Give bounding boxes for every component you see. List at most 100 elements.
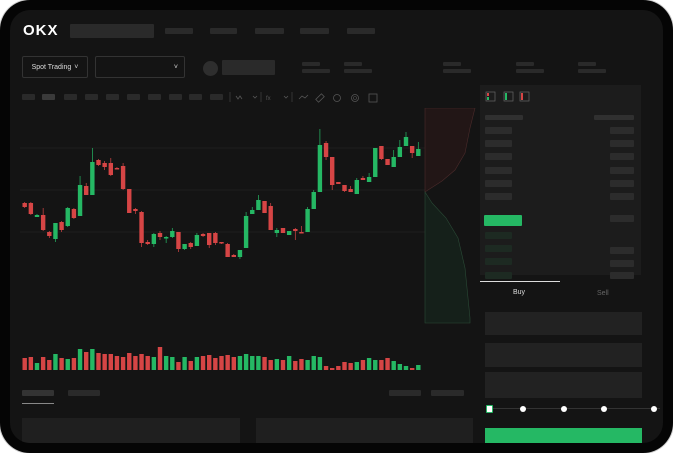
volume-bar	[348, 363, 353, 370]
candle	[102, 161, 107, 170]
timeframe-button[interactable]	[85, 94, 98, 100]
volume-bar	[47, 360, 52, 370]
timeframe-button[interactable]	[189, 94, 202, 100]
app-screen: OKX Spot Trading ˅ ˅ fx	[10, 10, 663, 443]
candle	[71, 208, 77, 219]
orderbook-asks-icon[interactable]	[519, 91, 530, 102]
candle-body	[256, 200, 261, 210]
slider-handle[interactable]	[486, 405, 493, 413]
candle	[219, 242, 224, 244]
candle	[317, 129, 323, 192]
nav-item[interactable]	[347, 28, 375, 34]
candle-body	[194, 235, 200, 246]
slider-step-75[interactable]	[601, 406, 607, 412]
indicator-icon[interactable]	[235, 95, 243, 100]
timeframe-button[interactable]	[22, 94, 35, 100]
volume-bar	[403, 366, 409, 370]
slider-step-50[interactable]	[561, 406, 567, 412]
search-bar[interactable]	[70, 24, 154, 38]
candle	[151, 233, 157, 247]
candle-body	[286, 231, 292, 235]
volume-bar	[188, 361, 193, 370]
slider-track[interactable]	[490, 408, 660, 409]
nav-item[interactable]	[255, 28, 284, 34]
stat-value	[302, 69, 330, 73]
volume-bar	[120, 357, 126, 370]
timeframe-button[interactable]	[148, 94, 161, 100]
nav-item[interactable]	[165, 28, 193, 34]
ask-price	[485, 193, 512, 200]
chevron-down-icon[interactable]	[283, 95, 289, 99]
candle	[409, 146, 415, 158]
pair-select[interactable]: ˅	[95, 56, 185, 78]
tab-open-orders[interactable]	[22, 390, 54, 396]
candle-body	[416, 149, 421, 156]
candle	[225, 243, 230, 257]
depth-chart	[424, 108, 476, 324]
camera-icon[interactable]	[333, 94, 341, 102]
candle-body	[385, 159, 390, 165]
candle	[47, 231, 52, 238]
slider-step-25[interactable]	[520, 406, 526, 412]
timeframe-button[interactable]	[127, 94, 140, 100]
timeframe-button[interactable]	[169, 94, 182, 100]
chevron-down-icon[interactable]	[252, 95, 258, 99]
tab-underline	[22, 403, 54, 404]
candle	[84, 183, 89, 195]
candle-body	[360, 178, 366, 180]
nav-item[interactable]	[210, 28, 237, 34]
filter-button[interactable]	[389, 390, 421, 396]
amount-input[interactable]	[485, 343, 642, 367]
sell-tab[interactable]: Sell	[597, 290, 609, 297]
buy-submit-button[interactable]	[485, 428, 642, 443]
spot-trading-button[interactable]: Spot Trading ˅	[22, 56, 88, 78]
column-header-price	[485, 115, 523, 120]
tab-order-history[interactable]	[68, 390, 100, 396]
candle	[256, 195, 261, 210]
candlestick-chart[interactable]	[10, 108, 480, 370]
fx-icon[interactable]: fx	[266, 96, 271, 102]
volume-bar	[40, 357, 46, 370]
timeframe-button[interactable]	[106, 94, 119, 100]
timeframe-button[interactable]	[210, 94, 223, 100]
settings-icon[interactable]	[351, 94, 359, 102]
line-tool-icon[interactable]	[298, 94, 309, 100]
okx-logo[interactable]: OKX	[23, 22, 59, 39]
candle	[416, 142, 421, 156]
volume-bar	[409, 368, 415, 370]
orderbook-bids-icon[interactable]	[503, 91, 514, 102]
candle-body	[34, 215, 40, 217]
price-input[interactable]	[485, 312, 642, 335]
timeframe-button[interactable]	[64, 94, 77, 100]
candle	[182, 244, 187, 250]
volume-bar	[182, 357, 187, 370]
candle-body	[379, 146, 384, 159]
volume-bar	[293, 361, 298, 370]
volume-bar	[127, 353, 132, 370]
volume-bar	[354, 362, 359, 370]
candle-body	[397, 147, 403, 157]
volume-bar	[90, 349, 95, 370]
volume-bar	[379, 360, 384, 370]
nav-item[interactable]	[300, 28, 329, 34]
orderbook-both-icon[interactable]	[485, 91, 496, 102]
candle-body	[139, 212, 144, 243]
fullscreen-icon[interactable]	[368, 93, 378, 103]
volume-bar	[102, 354, 107, 370]
timeframe-button[interactable]	[42, 94, 55, 100]
candle-body	[330, 157, 335, 185]
order-book	[480, 85, 641, 279]
svg-text:fx: fx	[266, 96, 271, 102]
candle-body	[28, 203, 34, 214]
candle	[268, 203, 273, 230]
candle	[59, 221, 64, 232]
total-input[interactable]	[485, 372, 642, 398]
slider-step-100[interactable]	[651, 406, 657, 412]
volume-bar	[114, 356, 120, 370]
candle-body	[305, 209, 310, 232]
buy-tab[interactable]: Buy	[513, 289, 526, 296]
filter-button[interactable]	[431, 390, 464, 396]
ruler-icon[interactable]	[315, 93, 325, 103]
volume-bar	[28, 357, 34, 370]
candle	[34, 214, 40, 217]
